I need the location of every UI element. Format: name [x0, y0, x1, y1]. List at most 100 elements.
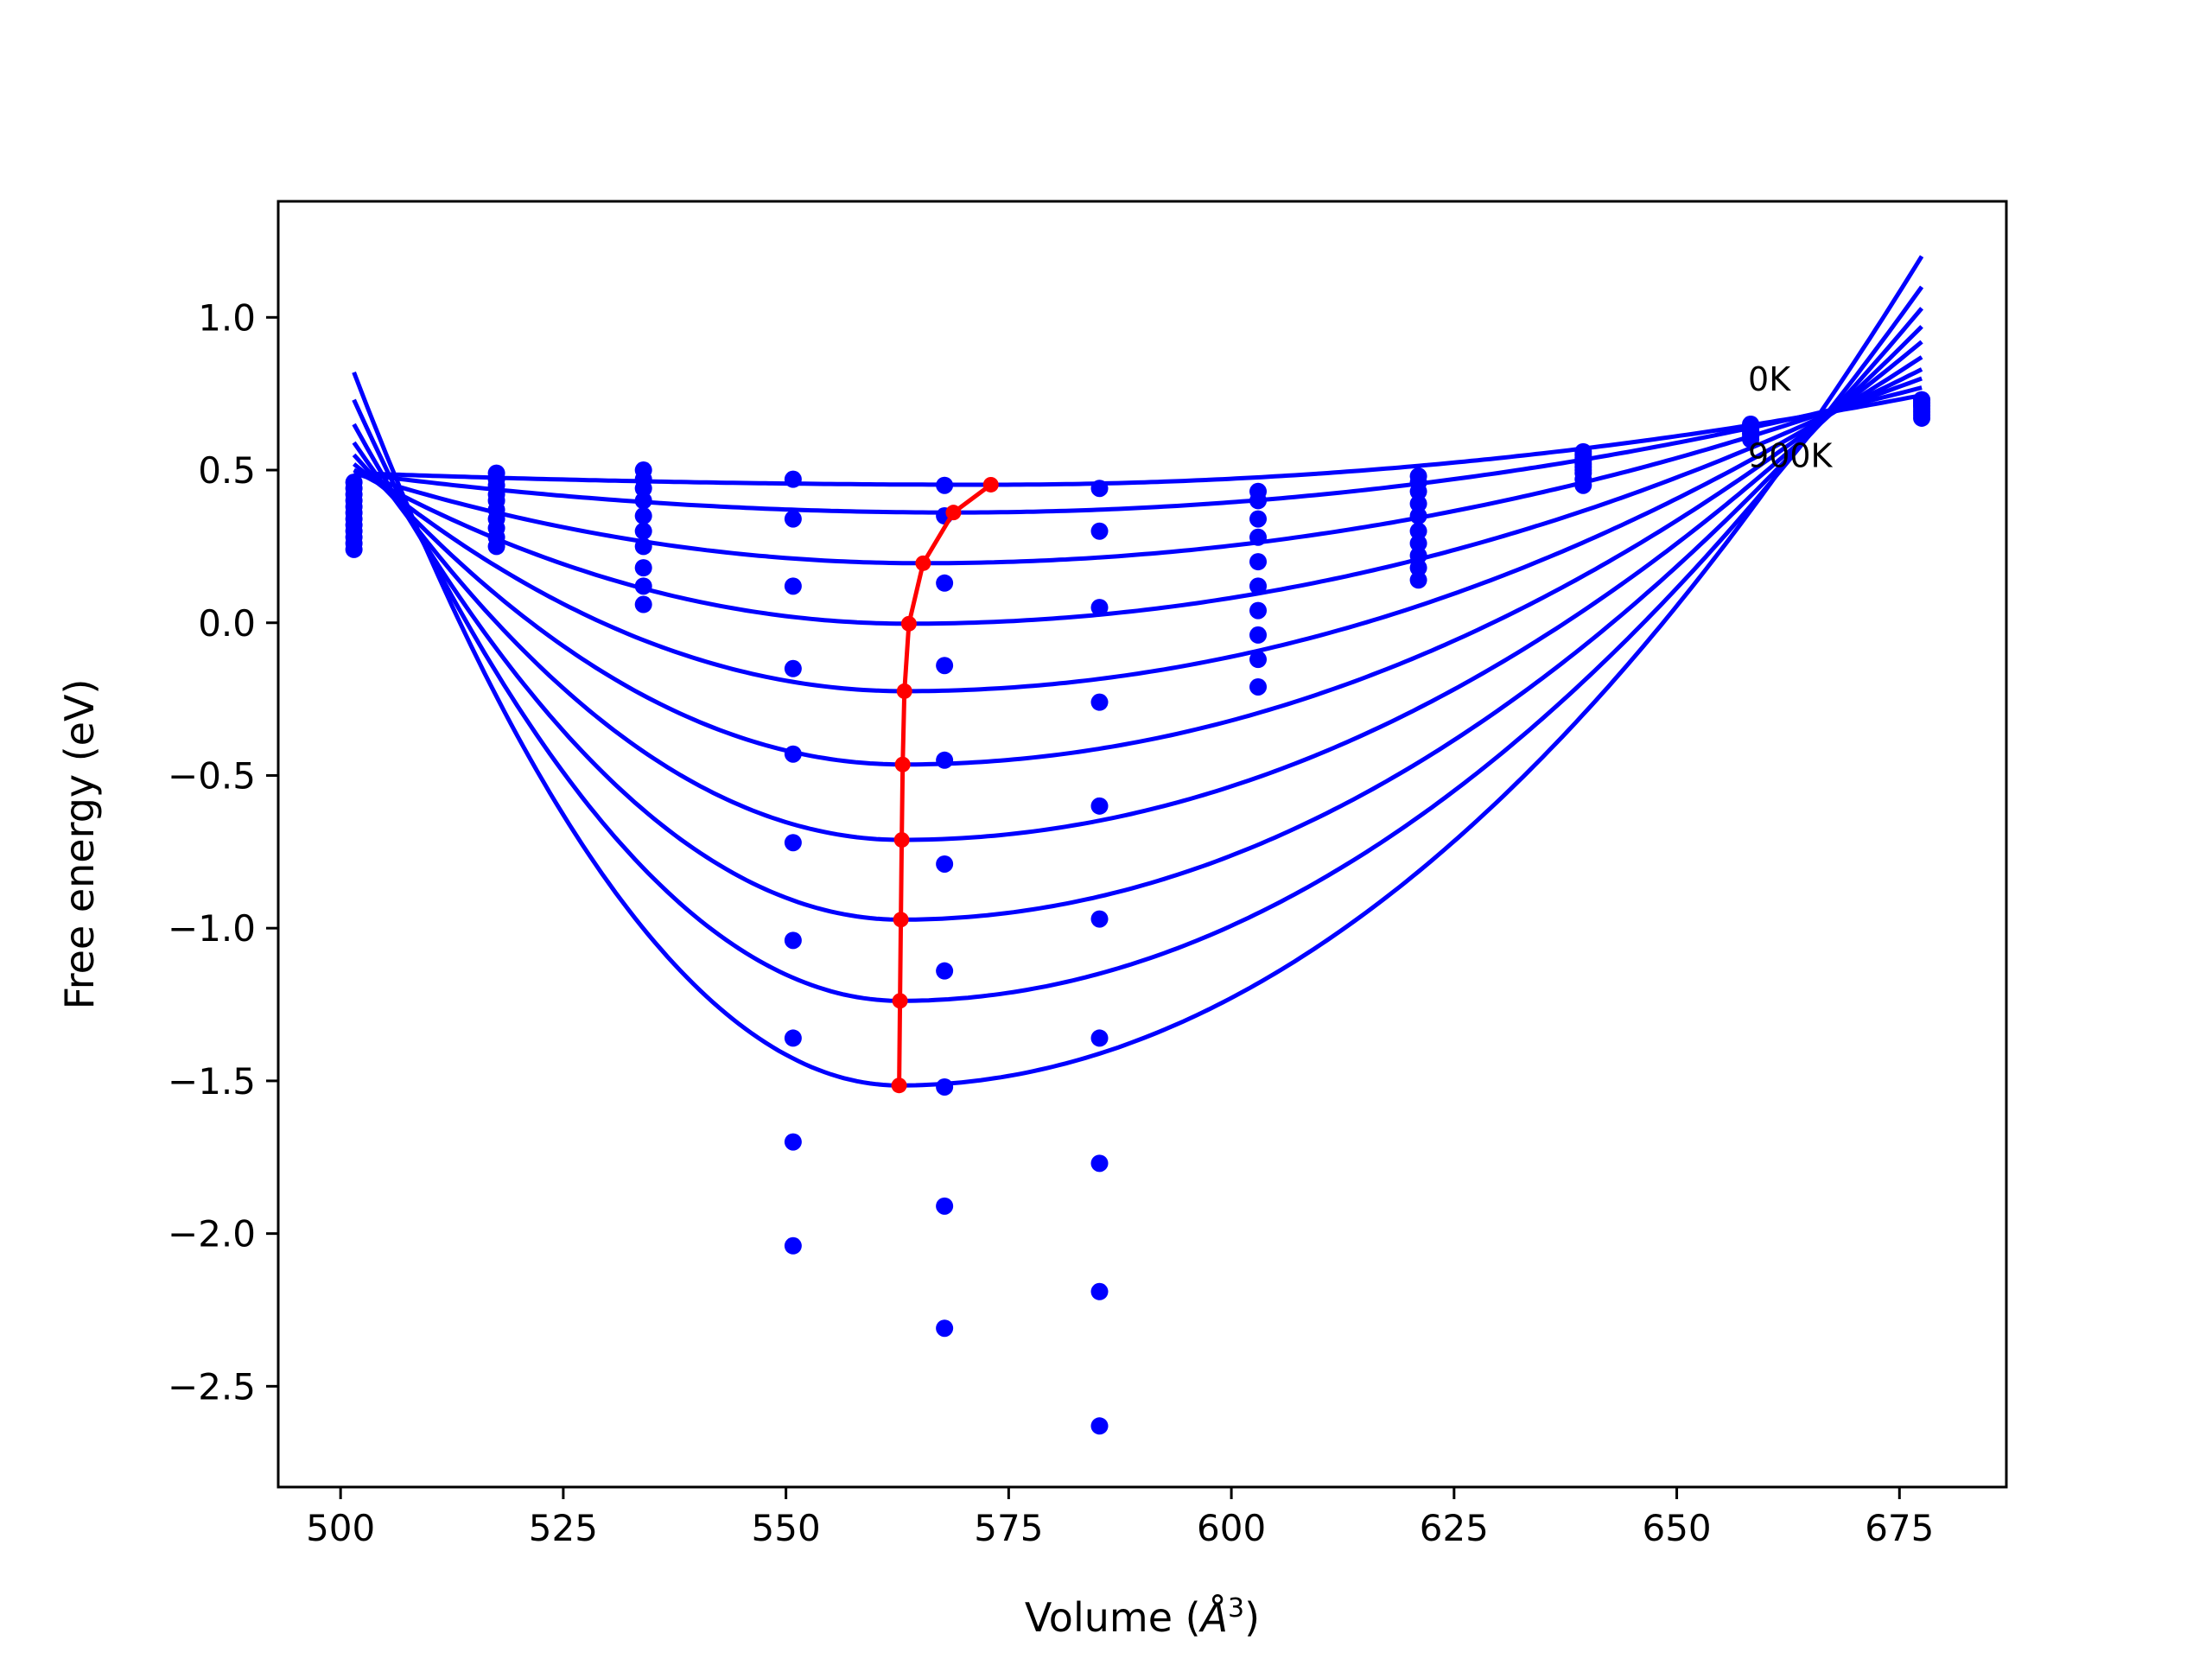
- x-tick-label: 650: [1642, 1507, 1711, 1549]
- curve-9: [352, 255, 1924, 1088]
- minima-path: [897, 482, 993, 1086]
- data-point: [634, 577, 652, 595]
- y-tick-label: 0.5: [198, 449, 256, 492]
- x-tick-label: 575: [974, 1507, 1043, 1549]
- data-point: [1409, 522, 1427, 540]
- data-point: [1249, 577, 1268, 595]
- data-point: [1090, 599, 1109, 617]
- data-point: [634, 461, 652, 480]
- data-point: [936, 476, 954, 494]
- data-point: [1409, 507, 1427, 525]
- data-point: [784, 659, 802, 677]
- x-tick-label: 500: [306, 1507, 375, 1549]
- data-point: [634, 559, 652, 577]
- y-tick-label: −0.5: [168, 754, 256, 797]
- fit-curves: [352, 255, 1924, 1088]
- data-point: [1090, 910, 1109, 928]
- minima-point: [915, 555, 931, 571]
- data-point: [784, 510, 802, 528]
- data-point: [936, 751, 954, 769]
- curve-4: [353, 355, 1923, 694]
- y-axis-ticks: −2.5 −2.0 −1.5 −1.0 −0.5 0.0 0.5 1.0: [168, 296, 278, 1408]
- data-point: [634, 537, 652, 556]
- data-point: [936, 574, 954, 592]
- minima-point: [893, 912, 909, 928]
- y-tick-label: 0.0: [198, 602, 256, 645]
- minima-point: [891, 1077, 907, 1094]
- x-tick-label: 550: [752, 1507, 821, 1549]
- data-point: [1090, 797, 1109, 815]
- data-point: [634, 595, 652, 613]
- data-point: [1249, 528, 1268, 546]
- minima-point: [945, 505, 962, 521]
- data-point: [487, 464, 505, 482]
- data-point: [784, 470, 802, 488]
- x-tick-label: 625: [1420, 1507, 1489, 1549]
- data-point: [1574, 442, 1592, 461]
- data-point: [1409, 546, 1427, 564]
- data-point: [936, 1197, 954, 1215]
- curve-7: [352, 307, 1924, 922]
- minima-point: [900, 615, 917, 632]
- annotation-label: 900K: [1748, 436, 1834, 474]
- x-axis-ticks: 500 525 550 575 600 625 650 675: [306, 1487, 1934, 1549]
- data-point: [1090, 480, 1109, 498]
- minima-point: [894, 756, 911, 772]
- data-point: [1409, 571, 1427, 589]
- data-point: [634, 507, 652, 525]
- y-tick-label: −1.5: [168, 1060, 256, 1103]
- data-point: [784, 1236, 802, 1255]
- curve-0: [353, 392, 1923, 487]
- data-point: [1249, 482, 1268, 500]
- x-tick-label: 525: [529, 1507, 598, 1549]
- data-point: [784, 745, 802, 763]
- data-point: [1409, 559, 1427, 577]
- data-point: [1090, 1282, 1109, 1300]
- data-point: [634, 522, 652, 540]
- y-tick-label: −2.0: [168, 1213, 256, 1255]
- minima-point: [893, 832, 910, 849]
- data-point: [1090, 522, 1109, 540]
- data-point: [1249, 651, 1268, 669]
- curve-3: [353, 367, 1923, 626]
- data-point: [1249, 677, 1268, 696]
- data-point: [1090, 693, 1109, 711]
- minima-point: [982, 476, 999, 493]
- data-point: [1913, 391, 1931, 409]
- annotations: 0K 900K: [1748, 360, 1834, 474]
- data-point: [936, 1077, 954, 1096]
- data-point: [1409, 467, 1427, 486]
- y-axis-label: Free energy (eV): [56, 679, 103, 1010]
- x-tick-label: 675: [1865, 1507, 1934, 1549]
- data-point: [345, 474, 363, 492]
- curve-5: [352, 340, 1923, 767]
- data-point: [1742, 416, 1760, 434]
- plot-frame: [276, 200, 2008, 1489]
- x-tick-label: 600: [1197, 1507, 1266, 1549]
- data-point: [784, 931, 802, 950]
- curve-8: [352, 285, 1924, 1003]
- data-point: [936, 657, 954, 675]
- y-tick-label: 1.0: [198, 296, 256, 339]
- minima-point: [896, 683, 912, 699]
- data-point: [784, 1029, 802, 1047]
- y-tick-label: −2.5: [168, 1365, 256, 1408]
- curve-6: [352, 325, 1923, 842]
- curve-2: [353, 376, 1923, 566]
- data-point: [1090, 1417, 1109, 1435]
- data-point: [784, 834, 802, 852]
- minima-line: [891, 476, 999, 1094]
- data-point: [634, 492, 652, 510]
- data-point: [936, 962, 954, 980]
- data-points: [345, 391, 1931, 1435]
- data-point: [936, 855, 954, 873]
- data-point: [936, 1319, 954, 1338]
- data-point: [1090, 1154, 1109, 1173]
- data-point: [1249, 601, 1268, 620]
- y-tick-label: −1.0: [168, 907, 256, 950]
- data-point: [784, 1133, 802, 1151]
- data-point: [1249, 510, 1268, 528]
- data-point: [1249, 553, 1268, 571]
- data-point: [1090, 1029, 1109, 1047]
